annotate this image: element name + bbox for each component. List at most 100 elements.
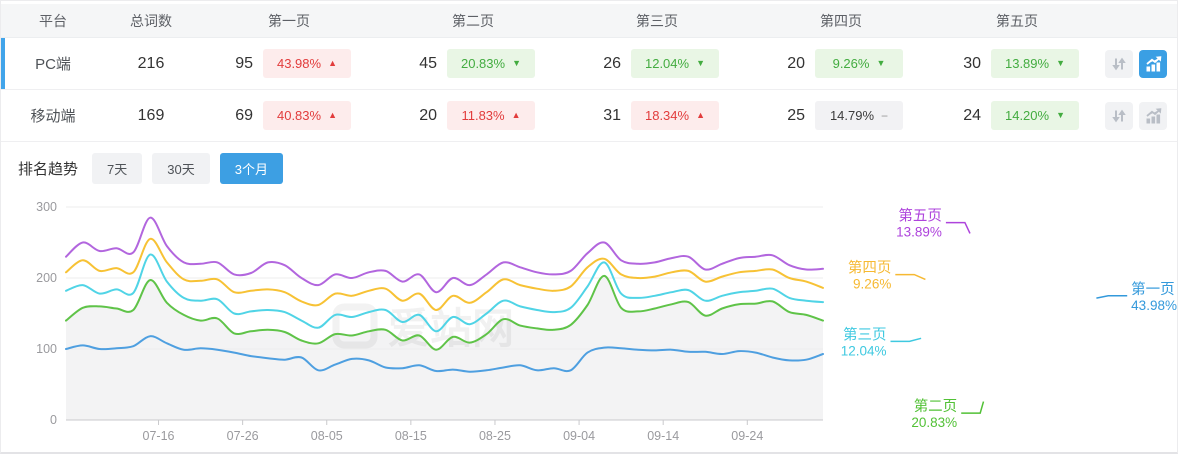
page2-cell: 45 20.83% ▼ (381, 49, 565, 78)
donut-label-line (945, 221, 971, 234)
trend-chart-button[interactable] (1139, 101, 1167, 130)
change-badge: 13.89% ▼ (991, 49, 1079, 78)
trend-line-page4 (65, 237, 824, 311)
rank-table: 平台 总词数 第一页 第二页 第三页 第四页 第五页 PC端 216 95 43… (1, 4, 1177, 142)
x-tick-label: 07-16 (143, 429, 175, 443)
donut-label-line (961, 401, 985, 414)
total-words: 169 (137, 106, 165, 124)
page3-count: 26 (603, 54, 621, 72)
range-tab-3m[interactable]: 3个月 (219, 153, 283, 184)
donut-label-name: 第四页 (848, 259, 892, 277)
page4-cell: 25 14.79% − (749, 101, 933, 130)
page2-count: 45 (419, 54, 437, 72)
trend-toolbar: 排名趋势 7天 30天 3个月 (1, 142, 1177, 193)
trend-arrow-icon: − (881, 108, 889, 123)
page3-count: 31 (603, 106, 621, 124)
x-tick-label: 08-05 (311, 429, 343, 443)
change-badge: 11.83% ▲ (447, 101, 535, 130)
page1-cell: 95 43.98% ▲ (197, 49, 381, 78)
col-header-platform: 平台 (39, 12, 67, 29)
range-tabs: 7天 30天 3个月 (92, 153, 283, 184)
trend-chart-icon (1145, 55, 1161, 71)
page1-cell: 69 40.83% ▲ (197, 101, 381, 130)
charts-area: 07-16 07-26 08-05 08-15 08-25 09-04 09-14 09-24… (1, 193, 1177, 463)
trend-chart-icon (1145, 107, 1161, 123)
page5-cell: 24 14.20% ▼ (933, 101, 1101, 130)
donut-label-pct: 43.98% (1131, 298, 1177, 313)
col-header-page4: 第四页 (820, 12, 862, 29)
page3-cell: 26 12.04% ▼ (565, 49, 749, 78)
change-badge: 9.26% ▼ (815, 49, 903, 78)
page3-cell: 31 18.34% ▲ (565, 101, 749, 130)
trend-arrow-icon: ▼ (1056, 58, 1065, 68)
sort-icon (1112, 57, 1126, 70)
donut-label-name: 第一页 (1131, 280, 1175, 298)
page2-cell: 20 11.83% ▲ (381, 101, 565, 130)
page1-count: 69 (235, 106, 253, 124)
donut-label-pct: 12.04% (841, 343, 887, 358)
trend-arrow-icon: ▼ (696, 58, 705, 68)
trend-arrow-icon: ▼ (876, 58, 886, 68)
table-row-pc[interactable]: PC端 216 95 43.98% ▲ 45 20.83% ▼ 26 12.04% ▼… (1, 38, 1177, 90)
page5-cell: 30 13.89% ▼ (933, 49, 1101, 78)
change-badge: 12.04% ▼ (631, 49, 719, 78)
trend-arrow-icon: ▼ (512, 58, 521, 68)
page-share-donut-chart: 第一页 43.98% 第二页 20.83% 第三页 12.04% 第四页 9.26% 第五页 13… (841, 193, 1177, 463)
page5-count: 24 (963, 106, 981, 124)
change-badge: 14.79% − (815, 101, 903, 130)
donut-label-name: 第二页 (914, 397, 958, 415)
sort-button[interactable] (1105, 101, 1133, 130)
svg-text:爱站网: 爱站网 (388, 305, 514, 352)
donut-label-pct: 9.26% (853, 277, 891, 292)
y-tick-label: 100 (36, 342, 57, 356)
trend-arrow-icon: ▲ (328, 110, 337, 120)
donut-label-pct: 20.83% (911, 415, 957, 430)
col-header-total: 总词数 (130, 12, 172, 29)
trend-arrow-icon: ▲ (696, 110, 705, 120)
col-header-page1: 第一页 (268, 12, 310, 29)
change-badge: 14.20% ▼ (991, 101, 1079, 130)
x-tick-label: 09-24 (731, 429, 763, 443)
trend-line-chart-svg: 07-16 07-26 08-05 08-15 08-25 09-04 09-14 09-24… (36, 200, 824, 443)
trend-line-page2 (65, 274, 824, 351)
range-tab-30d[interactable]: 30天 (152, 153, 210, 184)
trend-line-page1 (65, 335, 824, 373)
table-row-mobile[interactable]: 移动端 169 69 40.83% ▲ 20 11.83% ▲ 31 18.34% ▲… (1, 90, 1177, 142)
page4-count: 20 (787, 54, 805, 72)
trend-arrow-icon: ▼ (1056, 110, 1065, 120)
change-badge: 18.34% ▲ (631, 101, 719, 130)
y-tick-label: 0 (50, 413, 57, 427)
donut-label-pct: 13.89% (896, 225, 942, 240)
donut-label-line (1096, 295, 1128, 299)
x-tick-label: 08-15 (395, 429, 427, 443)
col-header-page3: 第三页 (636, 12, 678, 29)
trend-line-page3 (65, 253, 824, 333)
trend-arrow-icon: ▲ (511, 110, 521, 120)
sort-button[interactable] (1105, 49, 1133, 78)
trend-line-chart: 07-16 07-26 08-05 08-15 08-25 09-04 09-14 09-24… (1, 193, 846, 463)
range-tab-7d[interactable]: 7天 (92, 153, 143, 184)
col-header-page5: 第五页 (996, 12, 1038, 29)
x-tick-label: 08-25 (479, 429, 511, 443)
page2-count: 20 (419, 106, 437, 124)
y-tick-label: 300 (36, 200, 57, 214)
page1-count: 95 (235, 54, 253, 72)
trend-chart-button[interactable] (1139, 49, 1167, 78)
row-actions (1101, 49, 1177, 78)
y-tick-label: 200 (36, 271, 57, 285)
change-badge: 20.83% ▼ (447, 49, 535, 78)
page4-count: 25 (787, 106, 805, 124)
donut-label-name: 第五页 (898, 207, 942, 225)
trend-arrow-icon: ▲ (328, 58, 337, 68)
donut-label-name: 第三页 (843, 325, 887, 343)
change-badge: 43.98% ▲ (263, 49, 351, 78)
page4-cell: 20 9.26% ▼ (749, 49, 933, 78)
table-header-row: 平台 总词数 第一页 第二页 第三页 第四页 第五页 (1, 4, 1177, 38)
change-badge: 40.83% ▲ (263, 101, 351, 130)
col-header-page2: 第二页 (452, 12, 494, 29)
donut-label-line (890, 337, 922, 343)
platform-name: PC端 (35, 56, 71, 73)
page5-count: 30 (963, 54, 981, 72)
